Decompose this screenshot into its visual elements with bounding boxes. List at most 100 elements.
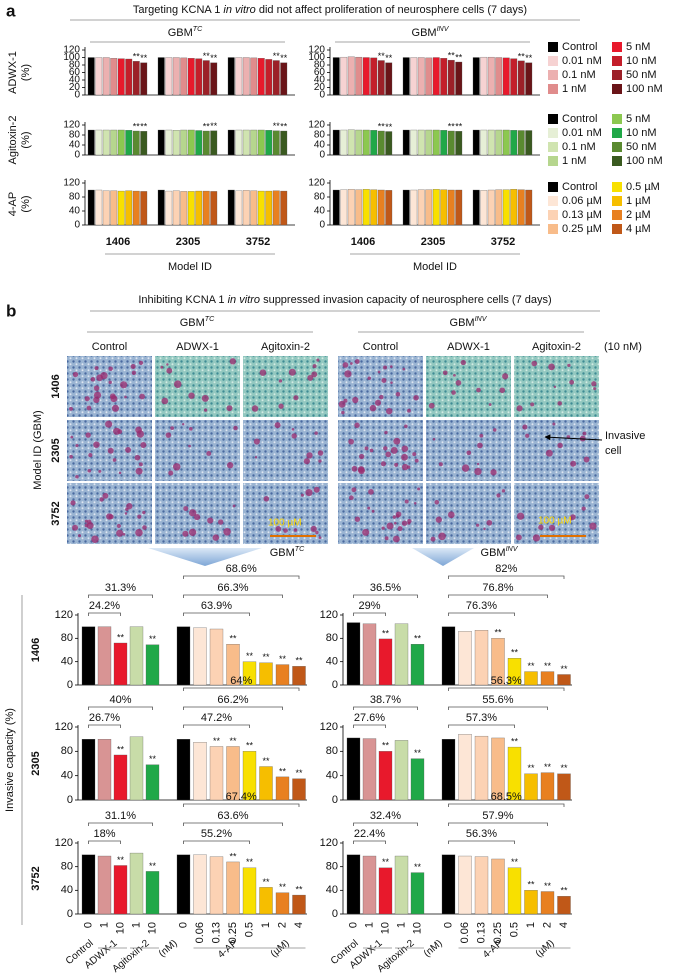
cell-blob xyxy=(189,427,193,431)
y-tick-label: 80 xyxy=(61,861,73,873)
y-tick-label: 120 xyxy=(55,609,73,621)
cell-blob xyxy=(217,519,224,525)
x-tick-label: 4 xyxy=(293,922,305,928)
bar xyxy=(227,189,235,226)
legend-label: Control xyxy=(562,113,597,125)
bar xyxy=(441,739,456,801)
bar xyxy=(235,57,243,96)
bar xyxy=(517,189,525,226)
legend-swatch xyxy=(612,84,622,94)
bracket-label: 68.6% xyxy=(226,563,257,575)
cell-blob xyxy=(317,450,324,456)
bar xyxy=(102,129,110,156)
y-tick-label: 120 xyxy=(320,609,338,621)
bar xyxy=(195,190,203,226)
significance-label: ** xyxy=(262,877,270,887)
bracket-label: 31.1% xyxy=(105,810,136,822)
bar xyxy=(172,130,180,156)
bar xyxy=(510,189,518,226)
bracket xyxy=(353,594,418,598)
cell-blob xyxy=(466,450,472,456)
image-column-label: Control xyxy=(92,341,127,353)
cell-blob xyxy=(108,514,114,520)
cell-blob xyxy=(499,387,506,394)
bar xyxy=(346,737,361,801)
cell-blob xyxy=(229,358,237,365)
title-part: did not affect proliferation of neurosph… xyxy=(256,4,527,16)
cell-blob xyxy=(402,367,406,371)
bar xyxy=(165,190,173,226)
bar xyxy=(524,773,538,801)
x-tick-label: 0 xyxy=(82,922,94,928)
bar xyxy=(97,739,112,801)
significance-label: ** xyxy=(140,53,148,63)
cell-blob xyxy=(206,451,212,456)
bar xyxy=(242,661,257,686)
cell-blob xyxy=(548,524,556,531)
bar xyxy=(394,623,409,686)
cell-blob xyxy=(516,512,525,520)
bracket xyxy=(183,706,283,710)
y-tick-label: 80 xyxy=(314,192,326,203)
bar xyxy=(377,189,385,226)
bar xyxy=(195,130,203,156)
bar xyxy=(487,189,495,226)
x-tick-label: 0 xyxy=(442,922,454,928)
cell-blob xyxy=(477,442,483,449)
cell-blob xyxy=(557,401,563,406)
bracket xyxy=(353,724,386,728)
bar xyxy=(226,861,240,915)
cell-blob xyxy=(581,506,586,511)
y-axis-unit: (%) xyxy=(20,64,32,81)
cell-blob xyxy=(112,458,117,462)
bar xyxy=(524,671,538,686)
cell-blob xyxy=(545,449,553,457)
bracket xyxy=(448,724,515,728)
legend-label: 5 nM xyxy=(626,113,650,125)
significance-label: ** xyxy=(455,122,463,132)
cell-blob xyxy=(369,448,374,453)
bar xyxy=(540,772,555,801)
significance-label: ** xyxy=(229,851,237,861)
cell-blob xyxy=(203,408,208,412)
bar xyxy=(187,129,195,156)
y-axis-label: ADWX-1 xyxy=(7,51,19,94)
y-tick-label: 80 xyxy=(314,130,326,141)
legend-swatch xyxy=(612,196,622,206)
cell-blob xyxy=(108,366,113,372)
bar xyxy=(410,129,418,156)
bar xyxy=(180,129,188,156)
cohort-sup: TC xyxy=(193,25,203,33)
cell-blob xyxy=(124,512,128,515)
cell-blob xyxy=(351,487,357,493)
row-label: 2305 xyxy=(30,751,42,775)
cohort-sup: INV xyxy=(475,315,488,323)
bracket xyxy=(448,594,548,598)
cell-blob xyxy=(314,431,318,435)
cell-blob xyxy=(389,365,393,368)
cell-blob xyxy=(253,438,260,445)
cell-blob xyxy=(278,403,284,409)
cell-blob xyxy=(553,385,557,389)
y-tick-label: 0 xyxy=(74,90,80,101)
bar xyxy=(502,129,510,156)
y-tick-label: 40 xyxy=(326,884,338,896)
legend-label: 0.01 nM xyxy=(562,127,602,139)
significance-label: ** xyxy=(560,886,568,896)
bar xyxy=(275,664,290,686)
y-tick-label: 40 xyxy=(326,656,338,668)
annotation-label: cell xyxy=(605,445,622,457)
bar xyxy=(202,130,210,156)
bracket-label: 31.3% xyxy=(105,582,136,594)
bracket xyxy=(88,612,121,616)
microscopy-image xyxy=(338,483,423,544)
cell-blob xyxy=(567,363,571,368)
cell-blob xyxy=(311,371,318,378)
cohort-label: GBMINV xyxy=(481,545,519,559)
bar xyxy=(525,189,533,226)
significance-label: ** xyxy=(117,855,125,865)
bar xyxy=(235,129,243,156)
cell-blob xyxy=(120,381,128,389)
bar xyxy=(129,852,144,915)
significance-label: ** xyxy=(385,122,393,132)
